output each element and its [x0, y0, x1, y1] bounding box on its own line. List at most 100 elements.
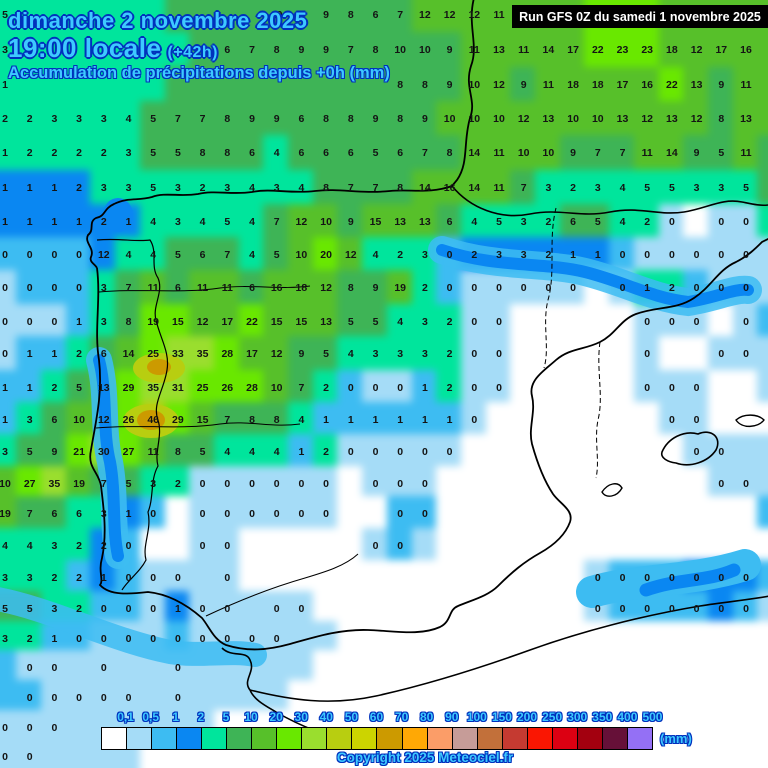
grid-value: 4	[249, 446, 255, 458]
precip-cell	[732, 67, 760, 103]
precip-cell	[362, 0, 389, 34]
grid-value: 14	[468, 147, 481, 159]
grid-value: 3	[125, 182, 132, 194]
grid-value: 0	[496, 382, 502, 394]
precip-cell	[535, 67, 562, 103]
grid-value: 1	[2, 182, 8, 194]
precip-cell	[485, 304, 513, 340]
precip-cell	[633, 101, 661, 137]
grid-value: 9	[298, 348, 305, 360]
precip-cell	[535, 135, 562, 171]
grid-value: 8	[397, 113, 404, 125]
grid-value: 1	[421, 382, 428, 394]
grid-value: 0	[199, 478, 206, 490]
precip-cell	[707, 237, 735, 273]
grid-value: 3	[421, 316, 428, 328]
precip-cell	[65, 370, 93, 406]
precip-cell	[362, 434, 389, 470]
precip-cell	[41, 560, 68, 596]
precip-cell	[288, 0, 315, 34]
precip-cell	[213, 32, 241, 68]
precip-cell	[263, 0, 291, 34]
grid-value: 3	[2, 572, 8, 584]
precip-cell	[213, 434, 241, 470]
precip-cell	[460, 101, 488, 137]
precip-cell	[288, 336, 315, 372]
precip-cell	[288, 370, 315, 406]
grid-value: 0	[668, 216, 675, 228]
grid-value: 5	[174, 249, 181, 261]
precip-cell	[213, 370, 241, 406]
grid-value: 10	[468, 113, 481, 125]
grid-value: 0	[594, 603, 601, 615]
grid-value: 9	[51, 446, 58, 458]
precip-cell	[584, 204, 612, 240]
precip-cell	[411, 402, 439, 438]
precip-cell	[263, 496, 291, 532]
grid-value: 2	[570, 182, 577, 194]
grid-value: 11	[493, 147, 505, 159]
grid-value: 0	[496, 282, 502, 294]
precip-cell	[213, 0, 241, 34]
grid-value: 5	[668, 182, 675, 194]
precip-cell	[559, 204, 587, 240]
grid-value: 14	[122, 348, 135, 360]
grid-value: 14	[468, 182, 481, 194]
precip-cell	[485, 370, 513, 406]
grid-value: 2	[76, 147, 83, 159]
grid-value: 17	[715, 44, 728, 56]
grid-value: 0	[743, 249, 749, 261]
precip-cell	[263, 204, 291, 240]
grid-value: 8	[224, 113, 231, 125]
precip-cell	[658, 204, 686, 240]
precip-cell	[164, 496, 192, 532]
precip-cell	[757, 528, 768, 564]
grid-value: 4	[26, 540, 33, 552]
grid-value: 10	[295, 249, 308, 261]
grid-value: 6	[174, 282, 181, 294]
precip-cell	[90, 0, 118, 34]
grid-value: 3	[693, 182, 700, 194]
precip-cell	[238, 402, 266, 438]
grid-value: 18	[591, 79, 604, 91]
grid-value: 3	[26, 414, 33, 426]
grid-value: 13	[493, 44, 505, 56]
grid-value: 12	[97, 414, 110, 426]
precip-cell	[386, 270, 414, 306]
precip-cell	[683, 170, 710, 206]
precip-cell	[164, 204, 192, 240]
grid-value: 4	[347, 348, 354, 360]
grid-value: 3	[125, 147, 132, 159]
precip-cell	[436, 560, 463, 596]
grid-value: 0	[125, 572, 132, 584]
grid-value: 1	[76, 316, 83, 328]
precip-cell	[633, 496, 661, 532]
precip-cell	[460, 67, 488, 103]
precip-cell	[362, 67, 389, 103]
precip-cell	[386, 560, 414, 596]
precip-cell	[386, 336, 414, 372]
grid-value: 2	[323, 446, 330, 458]
grid-value: 0	[2, 316, 8, 328]
grid-value: 1	[570, 249, 577, 261]
precip-cell	[288, 304, 315, 340]
precip-cell	[485, 336, 513, 372]
precip-cell	[633, 528, 661, 564]
precip-cell	[609, 370, 636, 406]
grid-value: 0	[397, 540, 404, 552]
grid-value: 0	[693, 446, 700, 458]
grid-value: 4	[619, 182, 626, 194]
grid-value: 0	[76, 249, 83, 261]
precip-cell	[362, 204, 389, 240]
precip-cell	[213, 528, 241, 564]
grid-value: 1	[174, 603, 181, 615]
grid-value: 0	[76, 633, 83, 645]
precip-cell	[732, 204, 760, 240]
grid-value: 0	[668, 414, 675, 426]
precip-cell	[16, 304, 44, 340]
grid-value: 25	[196, 382, 209, 394]
grid-value: 11	[641, 147, 653, 159]
precip-cell	[485, 170, 513, 206]
precip-cell	[757, 170, 768, 206]
precip-cell	[436, 402, 463, 438]
